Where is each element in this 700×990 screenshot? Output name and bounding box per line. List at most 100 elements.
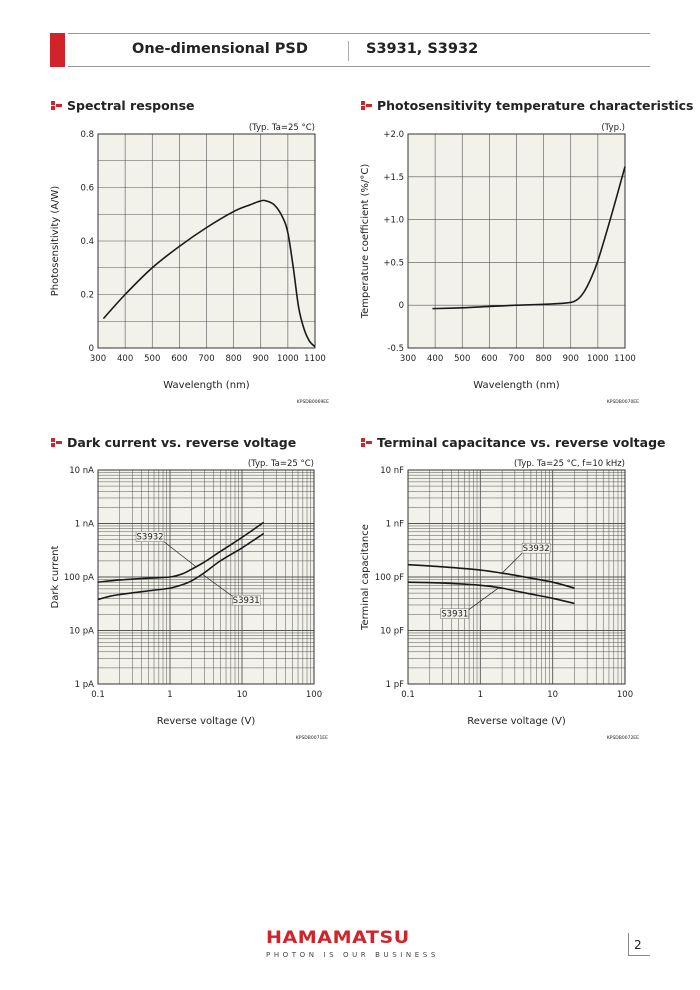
y-tick-label: 0.4 <box>80 237 94 247</box>
annotation-leader <box>501 552 523 574</box>
y-tick-label: -0.5 <box>387 344 404 354</box>
section-bullet-icon <box>51 438 62 447</box>
x-tick-label: 500 <box>144 354 160 364</box>
y-tick-label: 0.6 <box>80 184 94 194</box>
section-terminal-capacitance: Terminal capacitance vs. reverse voltage <box>361 435 666 450</box>
section-title: Photosensitivity temperature characteris… <box>377 98 694 113</box>
series-line-s3932 <box>97 521 265 583</box>
annotation-leader <box>163 541 197 568</box>
header-top-rule <box>68 33 650 34</box>
plot-frame <box>97 133 316 349</box>
chart-0: 300 400 500 600 700 800 900 1000 1100 0 0.2 0.4 0.6 0… <box>50 123 329 405</box>
figure-code: KPSDB0070EE <box>607 399 639 405</box>
hamamatsu-logo: HAMAMATSU <box>266 928 410 948</box>
annotation-box <box>521 542 551 554</box>
annotation-label: S3932 <box>137 533 164 543</box>
y-tick-label: 1 pF <box>386 680 405 690</box>
annotation-box <box>440 608 469 619</box>
section-bullet-icon <box>361 101 372 110</box>
plot-frame <box>407 133 626 349</box>
x-tick-label: 300 <box>90 354 106 364</box>
x-axis-title: Wavelength (nm) <box>163 380 249 391</box>
y-tick-label: 100 pF <box>375 573 404 583</box>
series-line-s3931-s3932 <box>102 199 316 348</box>
section-spectral-response: Spectral response <box>51 98 194 113</box>
condition-note: (Typ. Ta=25 °C) <box>249 123 315 133</box>
x-axis-title: Wavelength (nm) <box>473 380 559 391</box>
x-tick-label: 300 <box>400 354 416 364</box>
y-tick-label: 10 nF <box>380 466 404 476</box>
y-axis-title: Temperature coefficient (%/°C) <box>360 164 371 320</box>
series-line-s3932 <box>407 563 575 589</box>
chart-1: 300 400 500 600 700 800 900 1000 1100 -0.5 0 +0.5 +1… <box>360 123 639 405</box>
y-tick-label: 10 pF <box>380 627 404 637</box>
y-tick-label: 10 pA <box>69 627 94 637</box>
y-tick-label: 0 <box>399 301 404 311</box>
x-tick-label: 600 <box>171 354 187 364</box>
plot-frame <box>407 469 626 685</box>
section-title: Terminal capacitance vs. reverse voltage <box>377 435 666 450</box>
header-bottom-rule <box>68 66 650 67</box>
condition-note: (Typ. Ta=25 °C, f=10 kHz) <box>514 459 625 469</box>
condition-note: (Typ.) <box>601 123 625 133</box>
annotation-label: S3931 <box>441 610 468 620</box>
x-tick-label: 400 <box>117 354 133 364</box>
product-models: S3931, S3932 <box>366 41 479 57</box>
figure-code: KPSDB0072EE <box>607 735 639 741</box>
x-tick-label: 700 <box>198 354 214 364</box>
condition-note: (Typ. Ta=25 °C) <box>248 459 314 469</box>
series-line-s3931-s3932 <box>432 166 626 310</box>
y-tick-label: 0.8 <box>80 130 94 140</box>
annotation-leader <box>201 573 233 597</box>
x-tick-label: 1 <box>478 690 483 700</box>
y-tick-label: +0.5 <box>383 258 404 268</box>
x-tick-label: 900 <box>253 354 269 364</box>
logo-tagline: PHOTON IS OUR BUSINESS <box>266 951 439 959</box>
y-tick-label: 1 nA <box>75 520 94 530</box>
section-temperature-characteristics: Photosensitivity temperature characteris… <box>361 98 694 113</box>
section-title: Spectral response <box>67 98 195 113</box>
y-tick-label: +1.5 <box>383 173 404 183</box>
y-tick-label: 0 <box>89 344 94 354</box>
x-tick-label: 500 <box>454 354 470 364</box>
header-accent-bar <box>50 33 65 67</box>
y-axis-title: Dark current <box>50 545 61 608</box>
section-title: Dark current vs. reverse voltage <box>67 435 297 450</box>
y-tick-label: 1 nF <box>386 520 404 530</box>
x-tick-label: 700 <box>508 354 524 364</box>
figure-code: KPSDB0069EE <box>297 399 329 405</box>
page-title: One-dimensional PSD <box>132 41 308 57</box>
x-tick-label: 800 <box>226 354 242 364</box>
x-tick-label: 1100 <box>304 354 326 364</box>
x-tick-label: 10 <box>237 690 248 700</box>
section-bullet-icon <box>51 101 62 110</box>
y-tick-label: +1.0 <box>383 216 404 226</box>
x-tick-label: 0.1 <box>91 690 105 700</box>
x-tick-label: 900 <box>563 354 579 364</box>
x-tick-label: 400 <box>427 354 443 364</box>
x-tick-label: 1100 <box>614 354 636 364</box>
y-tick-label: +2.0 <box>383 130 404 140</box>
section-dark-current: Dark current vs. reverse voltage <box>51 435 296 450</box>
y-tick-label: 100 pA <box>64 573 94 583</box>
x-tick-label: 600 <box>481 354 497 364</box>
y-axis-title: Photosensitivity (A/W) <box>50 186 61 297</box>
section-bullet-icon <box>361 438 372 447</box>
x-axis-title: Reverse voltage (V) <box>467 716 566 727</box>
y-tick-label: 0.2 <box>80 291 94 301</box>
annotation-label: S3932 <box>523 544 550 554</box>
annotation-box <box>231 594 261 606</box>
page-number-rule <box>628 955 650 956</box>
x-tick-label: 800 <box>536 354 552 364</box>
x-tick-label: 0.1 <box>401 690 415 700</box>
y-tick-label: 1 pA <box>75 680 95 690</box>
annotation-label: S3931 <box>233 596 260 606</box>
page-number: 2 <box>634 938 642 952</box>
plot-frame <box>97 469 315 685</box>
x-tick-label: 10 <box>547 690 558 700</box>
page-number-rule <box>628 933 629 955</box>
y-tick-label: 10 nA <box>69 466 94 476</box>
annotation-leader <box>468 587 500 610</box>
x-tick-label: 1 <box>167 690 172 700</box>
